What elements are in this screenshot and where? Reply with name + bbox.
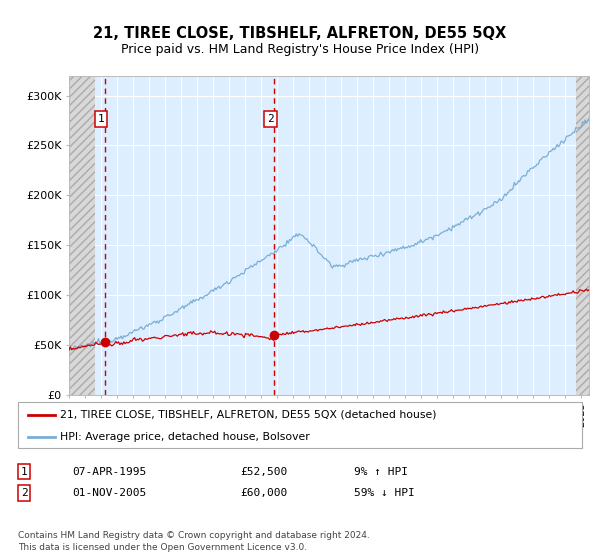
Bar: [577, 76, 589, 395]
Text: 59% ↓ HPI: 59% ↓ HPI: [354, 488, 415, 498]
Text: £60,000: £60,000: [240, 488, 287, 498]
Text: Price paid vs. HM Land Registry's House Price Index (HPI): Price paid vs. HM Land Registry's House …: [121, 43, 479, 56]
Text: £52,500: £52,500: [240, 466, 287, 477]
Text: 01-NOV-2005: 01-NOV-2005: [72, 488, 146, 498]
Text: 2: 2: [267, 114, 274, 124]
Text: HPI: Average price, detached house, Bolsover: HPI: Average price, detached house, Bols…: [60, 432, 310, 441]
Text: Contains HM Land Registry data © Crown copyright and database right 2024.
This d: Contains HM Land Registry data © Crown c…: [18, 531, 370, 552]
Bar: [69, 76, 95, 395]
Text: 9% ↑ HPI: 9% ↑ HPI: [354, 466, 408, 477]
Text: 1: 1: [98, 114, 104, 124]
Text: 2: 2: [20, 488, 28, 498]
Text: 1: 1: [20, 466, 28, 477]
Text: 21, TIREE CLOSE, TIBSHELF, ALFRETON, DE55 5QX: 21, TIREE CLOSE, TIBSHELF, ALFRETON, DE5…: [94, 26, 506, 41]
Text: 21, TIREE CLOSE, TIBSHELF, ALFRETON, DE55 5QX (detached house): 21, TIREE CLOSE, TIBSHELF, ALFRETON, DE5…: [60, 410, 437, 420]
Text: 07-APR-1995: 07-APR-1995: [72, 466, 146, 477]
